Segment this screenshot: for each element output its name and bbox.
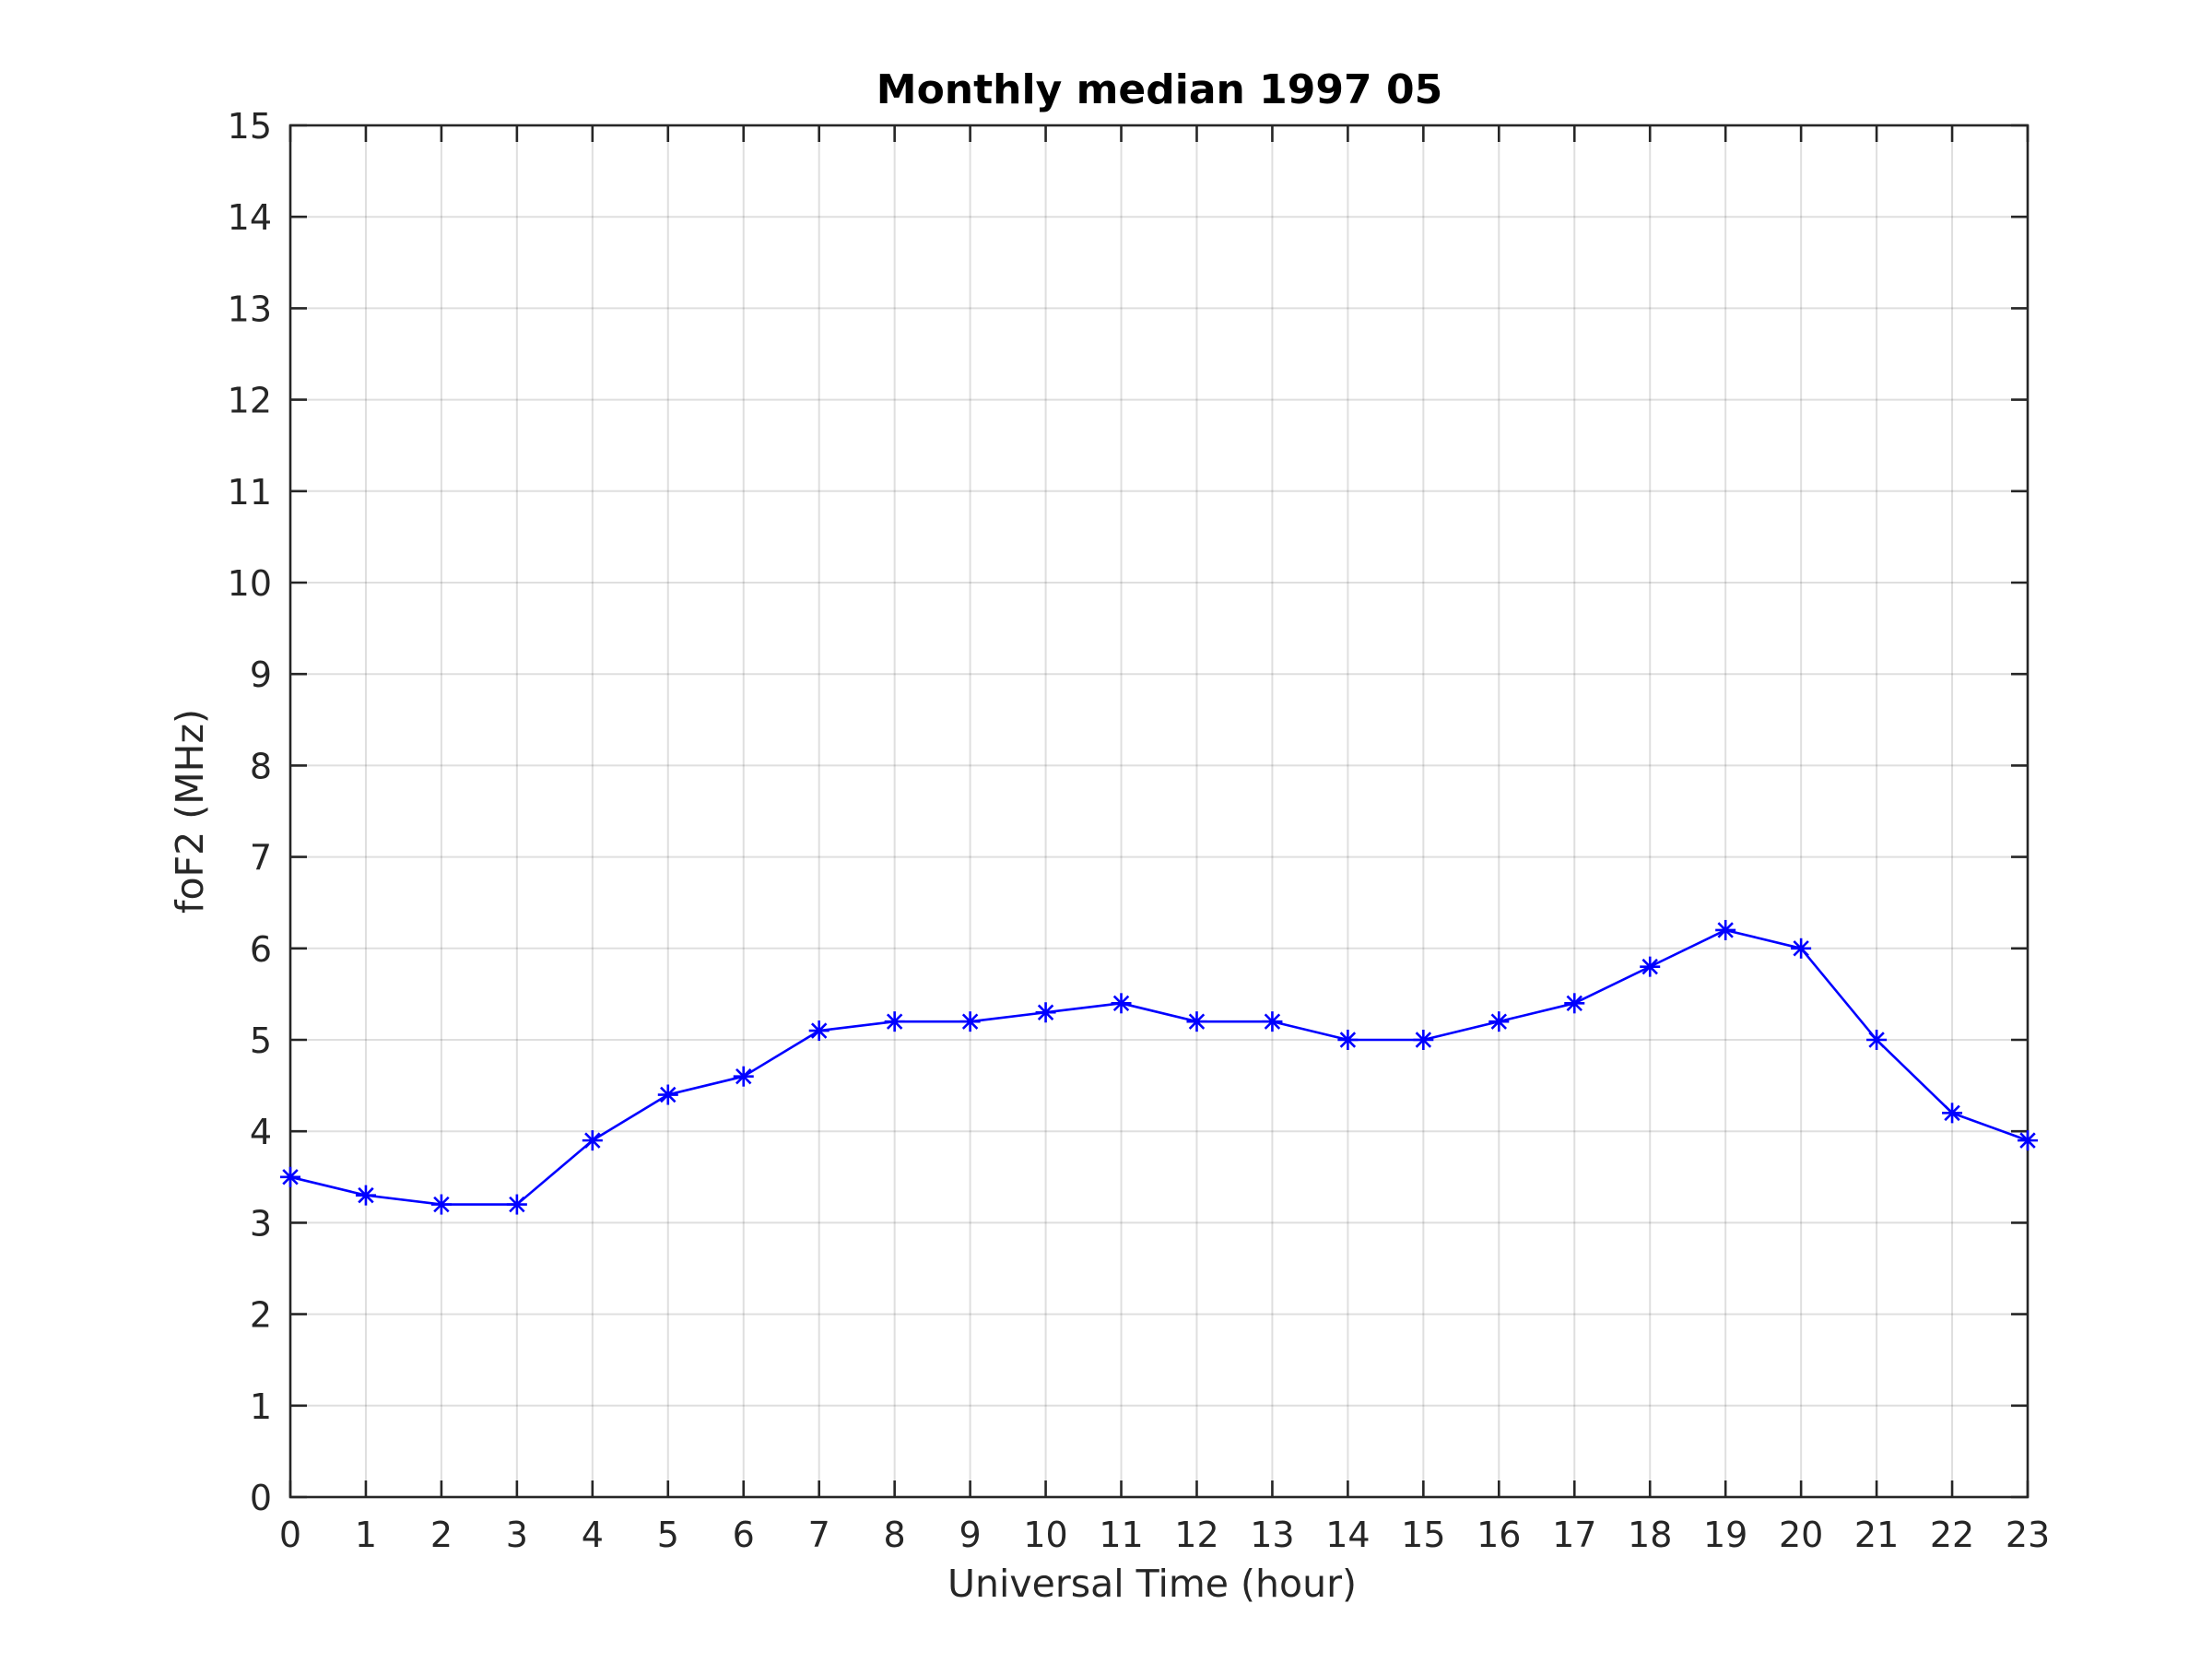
data-point [1488,1011,1510,1032]
marker-stroke [1717,922,1734,938]
x-tick-label: 19 [1703,1515,1747,1555]
marker-stroke [660,1086,677,1103]
x-tick-label: 0 [279,1515,301,1555]
x-tick-label: 9 [959,1515,982,1555]
x-tick-label: 22 [1930,1515,1974,1555]
x-tick-label: 20 [1779,1515,1823,1555]
marker-stroke [1793,940,1809,957]
y-tick-label: 3 [250,1203,272,1244]
x-tick-label: 13 [1250,1515,1294,1555]
marker-stroke [1490,1013,1508,1030]
y-tick-label: 2 [250,1295,272,1336]
marker-stroke [509,1196,525,1213]
x-tick-label: 4 [582,1515,604,1555]
data-point [582,1130,603,1151]
y-tick-label: 1 [250,1386,272,1427]
x-tick-label: 15 [1401,1515,1445,1555]
x-tick-label: 21 [1854,1515,1899,1555]
data-point [1111,993,1132,1014]
data-point [2018,1130,2038,1151]
data-point [808,1020,830,1042]
marker-stroke [1415,1032,1432,1048]
marker-stroke [1944,1104,1960,1122]
data-point [1942,1103,1963,1124]
x-tick-label: 10 [1023,1515,1067,1555]
x-tick-label: 23 [2006,1515,2050,1555]
x-axis-label: Universal Time (hour) [947,1562,1357,1606]
x-tick-label: 14 [1325,1515,1370,1555]
x-tick-label: 16 [1477,1515,1521,1555]
y-tick-label: 9 [250,655,272,695]
y-tick-label: 15 [228,106,272,147]
y-axis-label: foF2 (MHz) [168,709,212,914]
x-tick-label: 8 [884,1515,906,1555]
y-tick-label: 4 [250,1112,272,1152]
marker-stroke [1188,1013,1206,1030]
y-tick-label: 13 [228,289,272,329]
data-point [1262,1011,1283,1032]
data-point [657,1084,678,1105]
data-point [1186,1011,1207,1032]
data-point [1866,1030,1888,1050]
data-point [280,1166,300,1187]
data-point [1035,1002,1056,1023]
x-tick-label: 5 [657,1515,679,1555]
data-point [430,1194,452,1215]
marker-stroke [1037,1004,1054,1020]
y-tick-label: 7 [250,838,272,879]
x-tick-label: 6 [733,1515,755,1555]
marker-stroke [282,1169,299,1185]
data-point [506,1194,527,1215]
data-point [355,1185,376,1206]
data-point [1337,1030,1359,1050]
marker-stroke [1339,1032,1357,1048]
marker-stroke [1264,1013,1281,1030]
marker-stroke [1112,995,1130,1012]
x-tick-label: 3 [506,1515,528,1555]
marker-stroke [810,1022,828,1039]
data-point [884,1011,905,1032]
x-tick-label: 7 [808,1515,830,1555]
x-tick-label: 2 [430,1515,453,1555]
y-tick-label: 12 [228,381,272,421]
data-point [1564,993,1585,1014]
marker-stroke [1641,958,1658,975]
data-series [280,919,2038,1215]
marker-stroke [2019,1132,2036,1149]
chart-title: Monthly median 1997 05 [877,66,1442,113]
y-tick-label: 6 [250,929,272,970]
data-point [1715,919,1736,940]
plot-background [290,125,2028,1497]
data-point [1413,1030,1434,1050]
data-point [1640,956,1661,977]
plot-area-frame [288,124,2030,1499]
marker-stroke [1566,995,1583,1012]
y-tick-label: 5 [250,1020,272,1061]
marker-stroke [358,1186,374,1204]
marker-stroke [584,1132,601,1149]
x-tick-label: 11 [1099,1515,1143,1555]
x-tick-labels: 0 1 2 3 4 5 6 7 8 9 10 11 12 13 14 15 16 17 18 19 20 21 22 23 [279,1515,2050,1555]
data-point [733,1066,754,1087]
marker-stroke [961,1013,979,1030]
y-tick-label: 14 [228,197,272,238]
y-tick-label: 10 [228,563,272,604]
y-tick-label: 8 [250,746,272,786]
marker-stroke [886,1013,903,1030]
marker-stroke [1868,1032,1885,1048]
y-tick-label: 11 [228,472,272,513]
y-tick-label: 0 [250,1478,272,1518]
data-point [959,1011,981,1032]
x-tick-label: 12 [1174,1515,1218,1555]
series-line [289,928,2029,1206]
x-tick-label: 1 [355,1515,377,1555]
data-point [1791,938,1812,959]
marker-stroke [735,1067,752,1085]
x-tick-label: 17 [1552,1515,1596,1555]
marker-stroke [433,1196,450,1213]
x-tick-label: 18 [1628,1515,1672,1555]
